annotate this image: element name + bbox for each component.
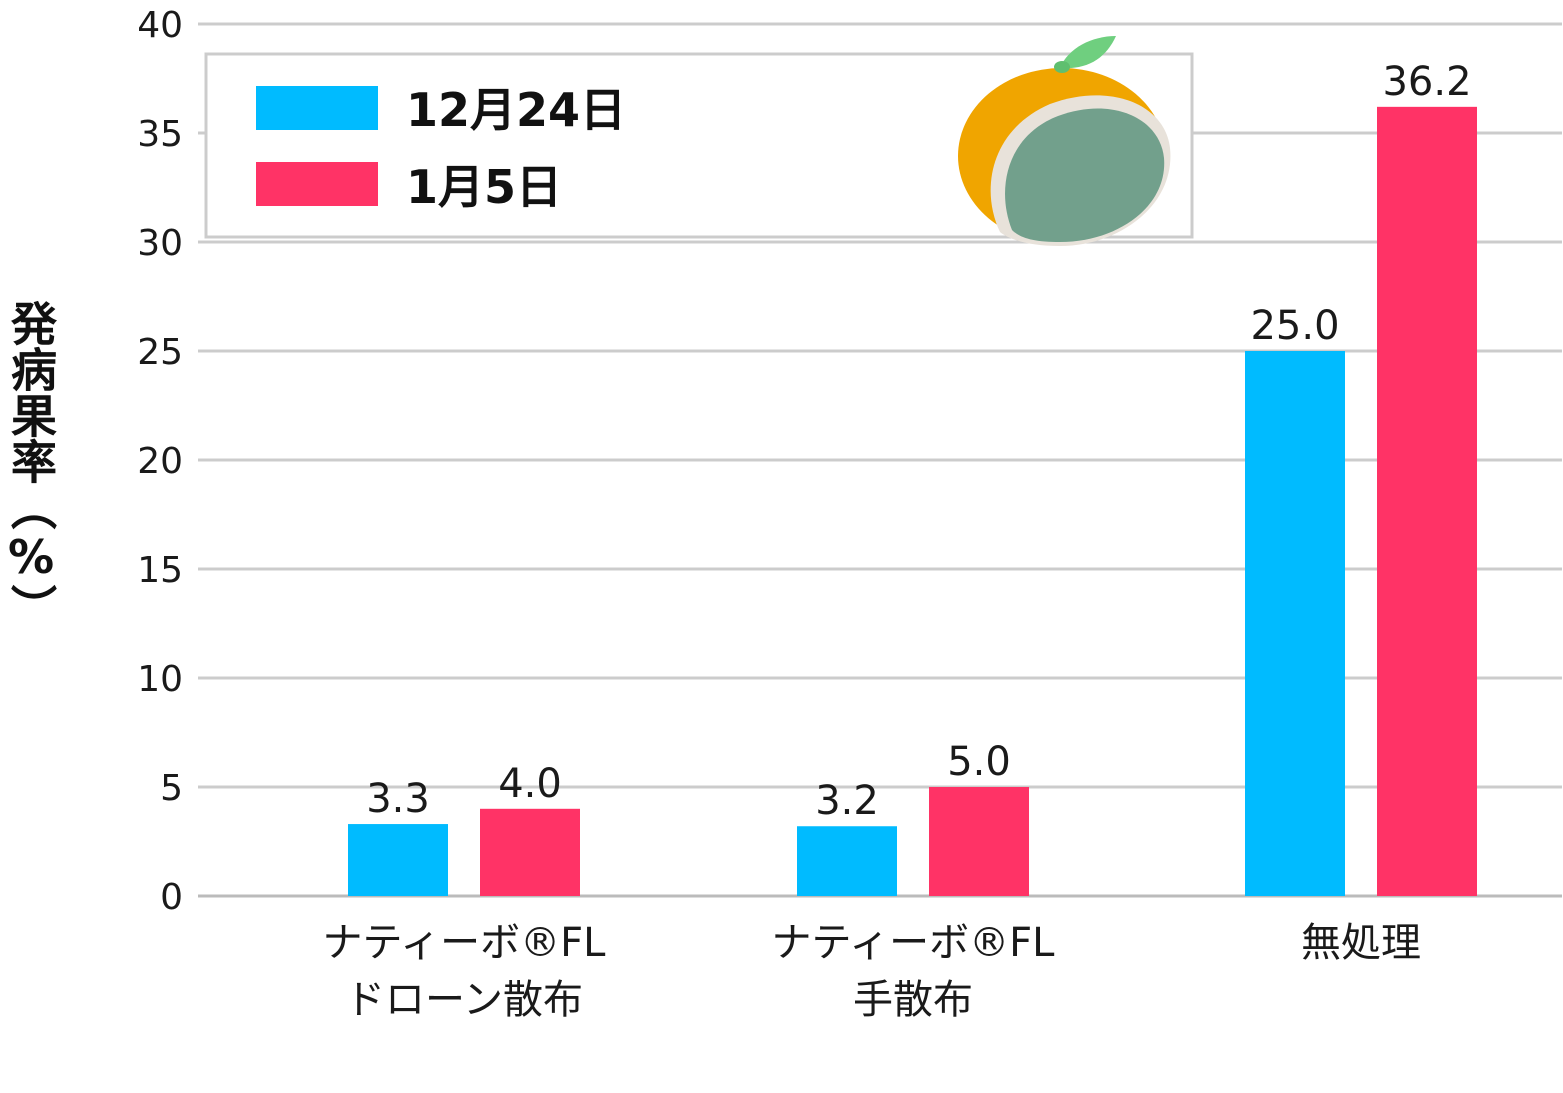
- y-tick-label: 5: [160, 768, 183, 809]
- y-tick-label: 35: [137, 114, 183, 155]
- bars: [348, 106, 1477, 897]
- value-label: 3.2: [815, 778, 879, 824]
- category-label: 無処理: [1301, 920, 1421, 966]
- category-label: ナティーボ®FL: [323, 920, 607, 966]
- y-tick-label: 0: [160, 877, 183, 918]
- y-tick-label: 10: [137, 659, 183, 700]
- y-tick-label: 30: [137, 223, 183, 264]
- legend-label-jan5: 1月5日: [406, 160, 562, 214]
- value-label: 4.0: [498, 761, 562, 807]
- legend-swatch-jan5: [256, 162, 378, 206]
- mold-patch: [1005, 108, 1165, 242]
- category-label: 手散布: [853, 977, 973, 1023]
- y-tick-label: 25: [137, 332, 183, 373]
- bar-dec24-0: [348, 824, 448, 896]
- value-label: 25.0: [1250, 303, 1339, 349]
- y-tick-label: 40: [137, 5, 183, 46]
- legend-swatch-dec24: [256, 86, 378, 130]
- legend-label-dec24: 12月24日: [406, 83, 626, 137]
- value-label: 3.3: [366, 776, 430, 822]
- mandarin-leaf: [1060, 36, 1116, 69]
- mandarin-stem: [1054, 61, 1070, 73]
- category-label: ドローン散布: [345, 977, 583, 1023]
- value-label: 36.2: [1382, 59, 1471, 105]
- grid-lines: [198, 22, 1562, 898]
- y-axis-label: 発病果率（%）: [4, 300, 58, 630]
- category-label: ナティーボ®FL: [772, 920, 1056, 966]
- bar-dec24-1: [797, 826, 897, 896]
- bar-jan5-1: [929, 787, 1029, 896]
- y-tick-label: 15: [137, 550, 183, 591]
- bar-dec24-2: [1245, 351, 1345, 896]
- bar-jan5-2: [1377, 106, 1477, 897]
- mandarin-mold-illustration: [958, 36, 1171, 246]
- value-label: 5.0: [947, 739, 1011, 785]
- bar-jan5-0: [480, 808, 580, 896]
- y-tick-label: 20: [137, 441, 183, 482]
- y-axis-ticks: 0 5 10 15 20 25 30 35 40: [137, 5, 183, 918]
- value-labels: 3.3 3.2 25.0 4.0 5.0 36.2: [366, 59, 1471, 824]
